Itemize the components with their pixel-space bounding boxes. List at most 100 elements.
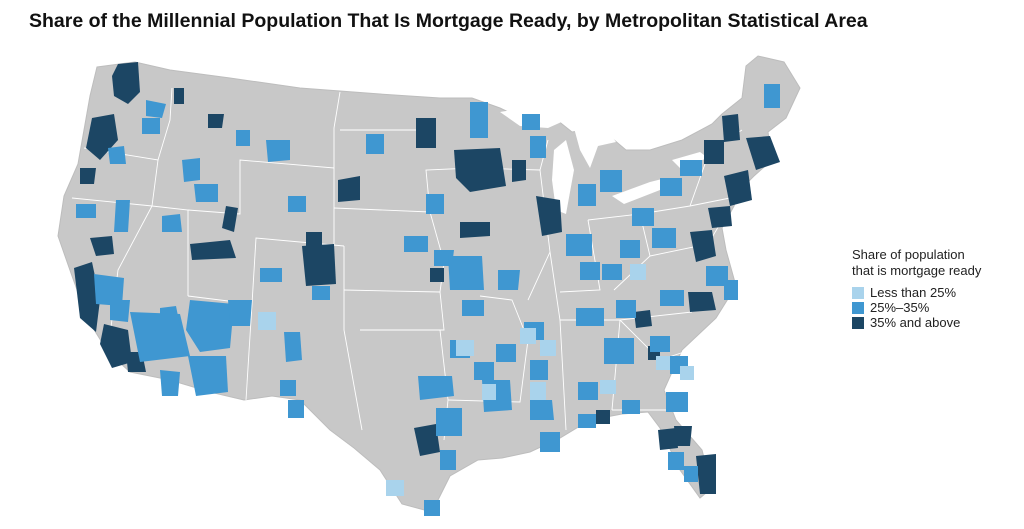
metro-seattle — [112, 62, 140, 104]
metro-phoenix — [186, 300, 234, 352]
metro-el-paso — [280, 380, 296, 396]
metro-syracuse — [680, 160, 702, 176]
metro-columbia — [650, 336, 670, 352]
legend-item-high: 35% and above — [852, 315, 981, 330]
metro-tampa — [658, 428, 678, 450]
metro-portland-me — [764, 84, 780, 108]
metro-greensboro — [660, 290, 684, 306]
legend-swatch-mid — [852, 301, 864, 314]
metro-miami — [696, 454, 716, 494]
metro-monroe — [540, 340, 556, 356]
metro-grand-rapids — [578, 184, 596, 206]
metro-flagstaff — [228, 300, 252, 326]
metro-dothan — [600, 380, 616, 394]
metro-raleigh — [688, 292, 716, 312]
us-metro-map — [57, 55, 801, 516]
metro-bay-area — [74, 262, 100, 332]
metro-eugene — [80, 168, 96, 184]
metro-nyc — [724, 170, 752, 206]
metro-reno — [162, 214, 182, 232]
legend-swatch-high — [852, 316, 864, 329]
metro-sacramento — [90, 236, 114, 256]
metro-kansas-city — [448, 256, 484, 290]
metro-little-rock — [496, 344, 516, 362]
metro-fresno — [94, 274, 124, 306]
metro-tallahassee — [622, 400, 640, 414]
metro-green-bay — [522, 114, 540, 130]
metro-indianapolis — [566, 234, 592, 256]
metro-minneapolis — [454, 148, 506, 192]
metro-philly — [708, 206, 732, 228]
metro-des-moines — [460, 222, 490, 238]
metro-evansville — [630, 264, 646, 280]
metro-hattiesburg — [482, 384, 496, 400]
metro-billings — [338, 176, 360, 202]
metro-cincinnati — [602, 264, 622, 280]
metro-las-cruces — [288, 400, 304, 418]
metro-norfolk — [724, 280, 738, 300]
metro-orlando — [674, 426, 692, 446]
metro-valdosta — [680, 366, 694, 380]
metro-shreveport — [474, 362, 494, 380]
metro-yuma — [160, 370, 180, 396]
metro-boise — [190, 240, 236, 260]
metro-richmond — [706, 266, 728, 286]
metro-new-orleans — [530, 400, 554, 420]
legend-title: Share of population that is mortgage rea… — [852, 247, 981, 279]
legend-swatch-low — [852, 286, 864, 299]
metro-boston — [746, 136, 780, 170]
metro-dc — [690, 230, 716, 262]
metro-duluth — [470, 102, 488, 138]
metro-tucson — [188, 356, 228, 396]
metro-brownsville — [424, 500, 440, 516]
metro-missoula — [208, 114, 224, 128]
metro-jackson — [530, 360, 548, 380]
metro-corpus — [440, 450, 456, 470]
metro-ft-myers — [684, 466, 698, 482]
metro-dallas — [418, 376, 454, 400]
metro-wilmington — [656, 356, 670, 370]
legend-label-low: Less than 25% — [870, 285, 957, 300]
metro-tri-cities — [146, 100, 166, 118]
metro-spokane — [174, 88, 184, 104]
metro-las-vegas — [160, 306, 180, 326]
metro-colorado-springs — [312, 286, 330, 300]
metro-rapid-city — [366, 134, 384, 154]
metro-redding — [114, 200, 130, 232]
metro-pocatello — [194, 184, 218, 202]
metro-areas — [74, 62, 780, 516]
metro-sarasota — [668, 452, 684, 470]
legend-title-line2: that is mortgage ready — [852, 263, 982, 278]
metro-bakersfield — [110, 300, 130, 322]
metro-san-antonio — [436, 408, 462, 436]
metro-milwaukee — [530, 136, 546, 158]
metro-denver — [302, 244, 336, 286]
metro-great-falls — [266, 140, 290, 162]
metro-pueblo — [258, 312, 276, 330]
legend-item-low: Less than 25% — [852, 285, 981, 300]
metro-grand-junction — [260, 268, 282, 282]
metro-omaha — [404, 236, 428, 252]
metro-helena — [236, 130, 250, 146]
legend-label-high: 35% and above — [870, 315, 961, 330]
metro-knoxville — [616, 300, 636, 318]
metro-lubbock — [456, 340, 474, 356]
legend-title-line1: Share of population — [852, 247, 965, 262]
metro-cheyenne — [306, 232, 322, 246]
metro-cleveland — [632, 208, 654, 226]
metro-bend — [108, 146, 126, 164]
metro-albuquerque — [284, 332, 302, 362]
metro-pittsburgh — [652, 228, 676, 248]
metro-austin — [414, 424, 440, 456]
metro-gainesville — [596, 410, 610, 424]
legend: Share of population that is mortgage rea… — [852, 247, 981, 330]
metro-columbus — [620, 240, 640, 258]
metro-baton-rouge — [540, 432, 560, 452]
metro-detroit — [600, 170, 622, 192]
metro-louisville — [580, 262, 600, 280]
metro-okc — [430, 268, 444, 282]
metro-buffalo — [660, 178, 682, 196]
metro-salt-lake — [222, 206, 238, 232]
metro-pensacola — [578, 414, 596, 428]
metro-nashville — [576, 308, 604, 326]
